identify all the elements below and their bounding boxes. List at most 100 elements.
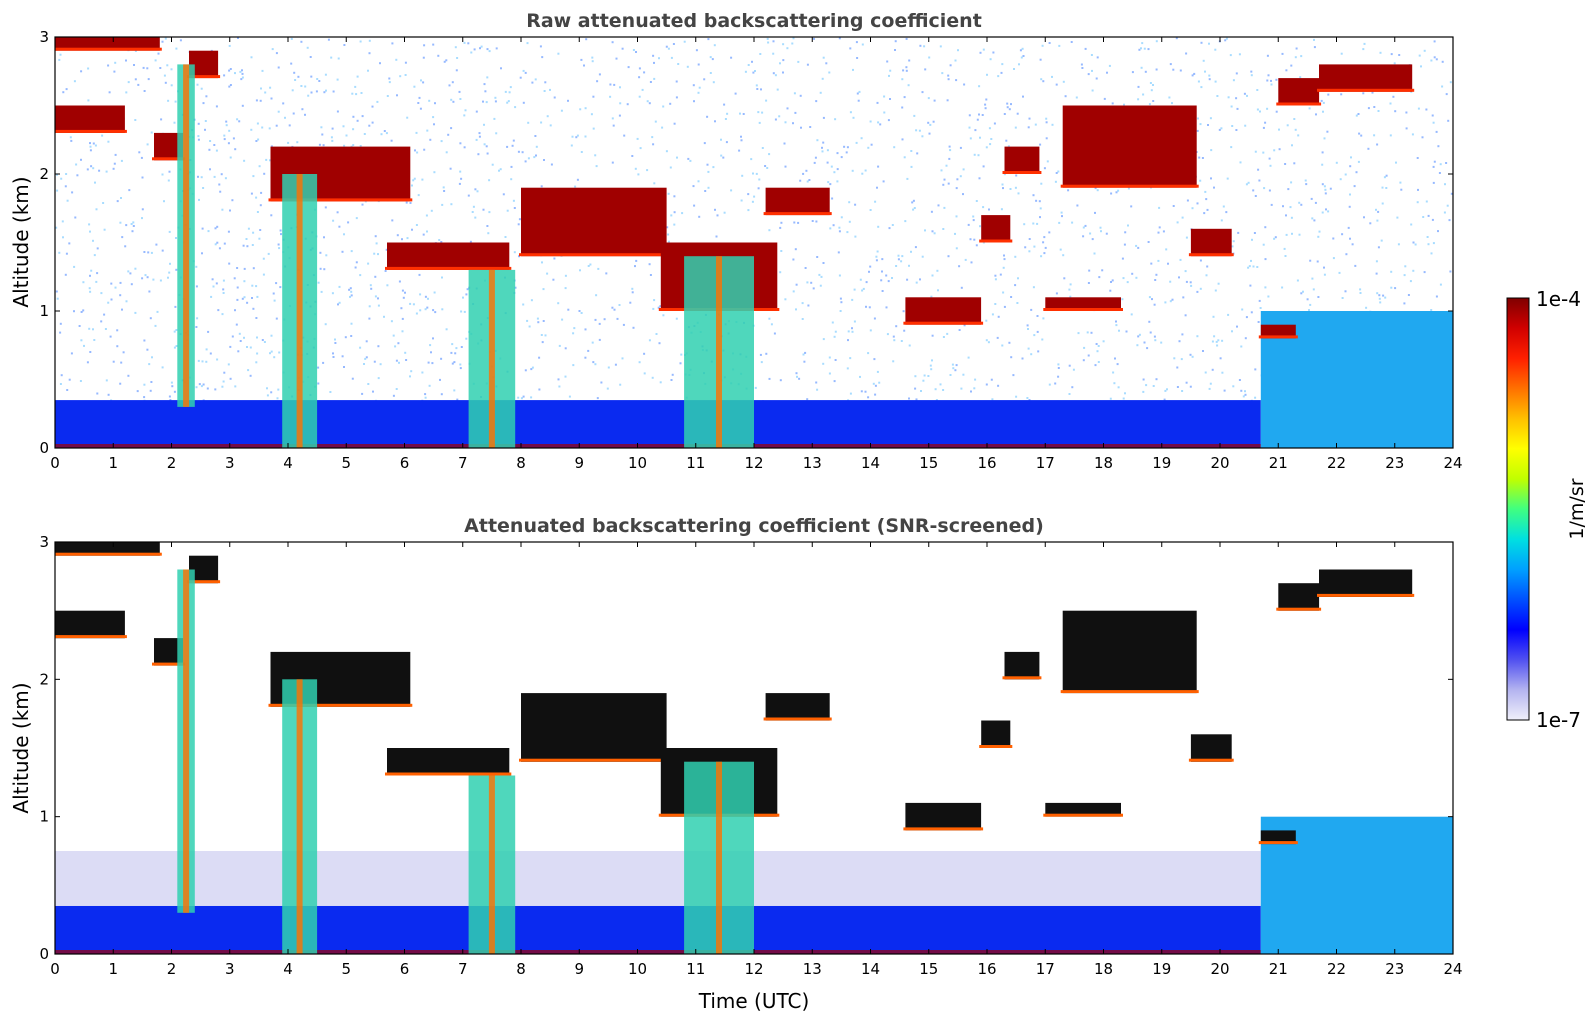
x-tick-label: 9	[574, 454, 584, 472]
noise-speckle	[1371, 91, 1374, 94]
noise-speckle	[875, 255, 878, 258]
noise-speckle	[293, 71, 296, 74]
noise-speckle	[989, 143, 992, 146]
noise-speckle	[607, 366, 610, 369]
noise-speckle	[517, 223, 520, 226]
noise-speckle	[1284, 163, 1287, 165]
noise-speckle	[1043, 252, 1046, 255]
noise-speckle	[905, 66, 908, 69]
noise-speckle	[75, 163, 78, 166]
noise-speckle	[1256, 108, 1259, 111]
noise-speckle	[1340, 93, 1343, 96]
noise-speckle	[1323, 185, 1326, 188]
noise-speckle	[332, 219, 335, 222]
noise-speckle	[1130, 205, 1133, 208]
noise-speckle	[1002, 266, 1005, 269]
noise-speckle	[1057, 375, 1060, 378]
noise-speckle	[368, 39, 371, 42]
noise-speckle	[310, 91, 313, 94]
noise-speckle	[1220, 127, 1223, 130]
noise-speckle	[255, 140, 258, 142]
noise-speckle	[424, 295, 427, 298]
noise-speckle	[1042, 241, 1045, 244]
noise-speckle	[428, 384, 431, 387]
noise-speckle	[282, 102, 285, 105]
noise-speckle	[774, 74, 777, 77]
noise-speckle	[258, 165, 261, 168]
noise-speckle	[1373, 106, 1376, 108]
noise-speckle	[1121, 257, 1124, 260]
noise-speckle	[379, 62, 381, 65]
noise-speckle	[459, 363, 462, 366]
noise-speckle	[124, 245, 127, 248]
noise-speckle	[1043, 236, 1046, 239]
noise-speckle	[1028, 399, 1031, 401]
cloud-region	[1045, 802, 1121, 817]
noise-speckle	[1010, 356, 1013, 359]
noise-speckle	[200, 87, 203, 90]
noise-speckle	[290, 37, 293, 40]
noise-speckle	[487, 232, 490, 235]
noise-speckle	[1282, 205, 1284, 208]
noise-speckle	[1435, 295, 1438, 298]
noise-speckle	[814, 156, 817, 159]
noise-speckle	[1181, 216, 1184, 219]
noise-speckle	[868, 306, 871, 309]
noise-speckle	[849, 111, 852, 114]
noise-speckle	[301, 108, 304, 111]
noise-speckle	[1137, 85, 1140, 88]
noise-speckle	[488, 211, 491, 214]
noise-speckle	[1262, 126, 1265, 129]
noise-speckle	[670, 56, 673, 59]
noise-speckle	[1240, 345, 1243, 348]
noise-speckle	[471, 211, 474, 213]
noise-speckle	[720, 138, 722, 141]
noise-speckle	[1124, 392, 1126, 395]
noise-speckle	[1122, 397, 1125, 400]
noise-speckle	[412, 303, 415, 306]
noise-speckle	[1298, 233, 1301, 236]
noise-speckle	[201, 360, 204, 363]
x-tick-label: 5	[341, 960, 351, 978]
noise-speckle	[1151, 298, 1153, 301]
noise-speckle	[542, 288, 545, 291]
noise-speckle	[1349, 237, 1351, 240]
noise-speckle	[669, 102, 672, 105]
noise-speckle	[836, 168, 839, 171]
noise-speckle	[1300, 203, 1303, 206]
noise-speckle	[474, 216, 477, 219]
noise-speckle	[80, 339, 83, 342]
noise-speckle	[1238, 53, 1241, 56]
noise-speckle	[1235, 72, 1238, 75]
noise-speckle	[120, 159, 123, 162]
noise-speckle	[1157, 259, 1160, 262]
noise-speckle	[629, 301, 632, 304]
noise-speckle	[954, 369, 957, 372]
noise-speckle	[1109, 397, 1112, 400]
noise-speckle	[349, 295, 351, 298]
noise-speckle	[256, 352, 259, 355]
noise-speckle	[465, 337, 468, 340]
noise-speckle	[92, 167, 95, 170]
noise-speckle	[334, 342, 337, 344]
noise-speckle	[1110, 192, 1113, 195]
noise-speckle	[831, 321, 834, 324]
noise-speckle	[413, 85, 416, 88]
noise-speckle	[631, 291, 634, 294]
noise-speckle	[1023, 223, 1026, 226]
noise-speckle	[1430, 252, 1433, 255]
noise-speckle	[1369, 222, 1372, 225]
noise-speckle	[982, 165, 985, 168]
noise-speckle	[109, 335, 112, 338]
x-tick-label: 0	[50, 960, 60, 978]
noise-speckle	[1184, 270, 1187, 273]
noise-speckle	[215, 149, 218, 152]
noise-speckle	[269, 159, 271, 162]
cloud-edge	[55, 47, 162, 51]
noise-speckle	[916, 152, 919, 155]
x-tick-label: 19	[1152, 960, 1171, 978]
noise-speckle	[1070, 41, 1073, 43]
noise-speckle	[1417, 107, 1420, 110]
noise-speckle	[795, 372, 798, 375]
noise-speckle	[1178, 340, 1181, 343]
